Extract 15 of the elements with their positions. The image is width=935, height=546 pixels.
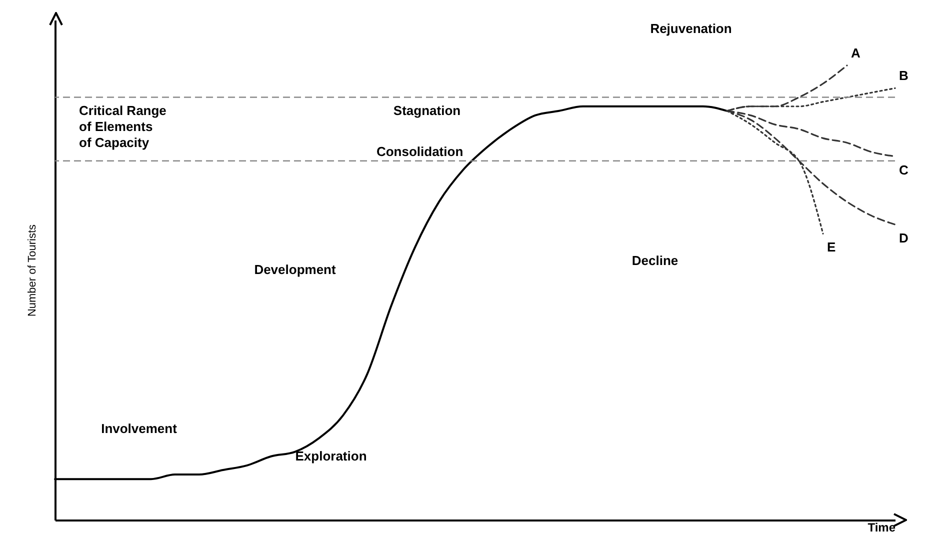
y-axis-title: Number of Tourists: [26, 224, 38, 317]
annotation: Involvement: [101, 421, 178, 436]
annotation: Decline: [632, 252, 678, 268]
series-label: D: [899, 230, 908, 246]
series-label: A: [851, 45, 861, 60]
annotation: Critical Range of Elements of Capacity: [79, 102, 166, 150]
series-label: C: [899, 162, 909, 178]
series-label: B: [899, 68, 908, 84]
annotation: Exploration: [295, 448, 367, 464]
annotation: Stagnation: [393, 102, 461, 118]
x-axis-title: Time: [868, 520, 896, 534]
text: Rejuvenation: [650, 21, 732, 36]
annotation: Consolidation: [376, 144, 464, 159]
annotation: Development: [254, 262, 336, 277]
series-label: E: [827, 240, 836, 255]
